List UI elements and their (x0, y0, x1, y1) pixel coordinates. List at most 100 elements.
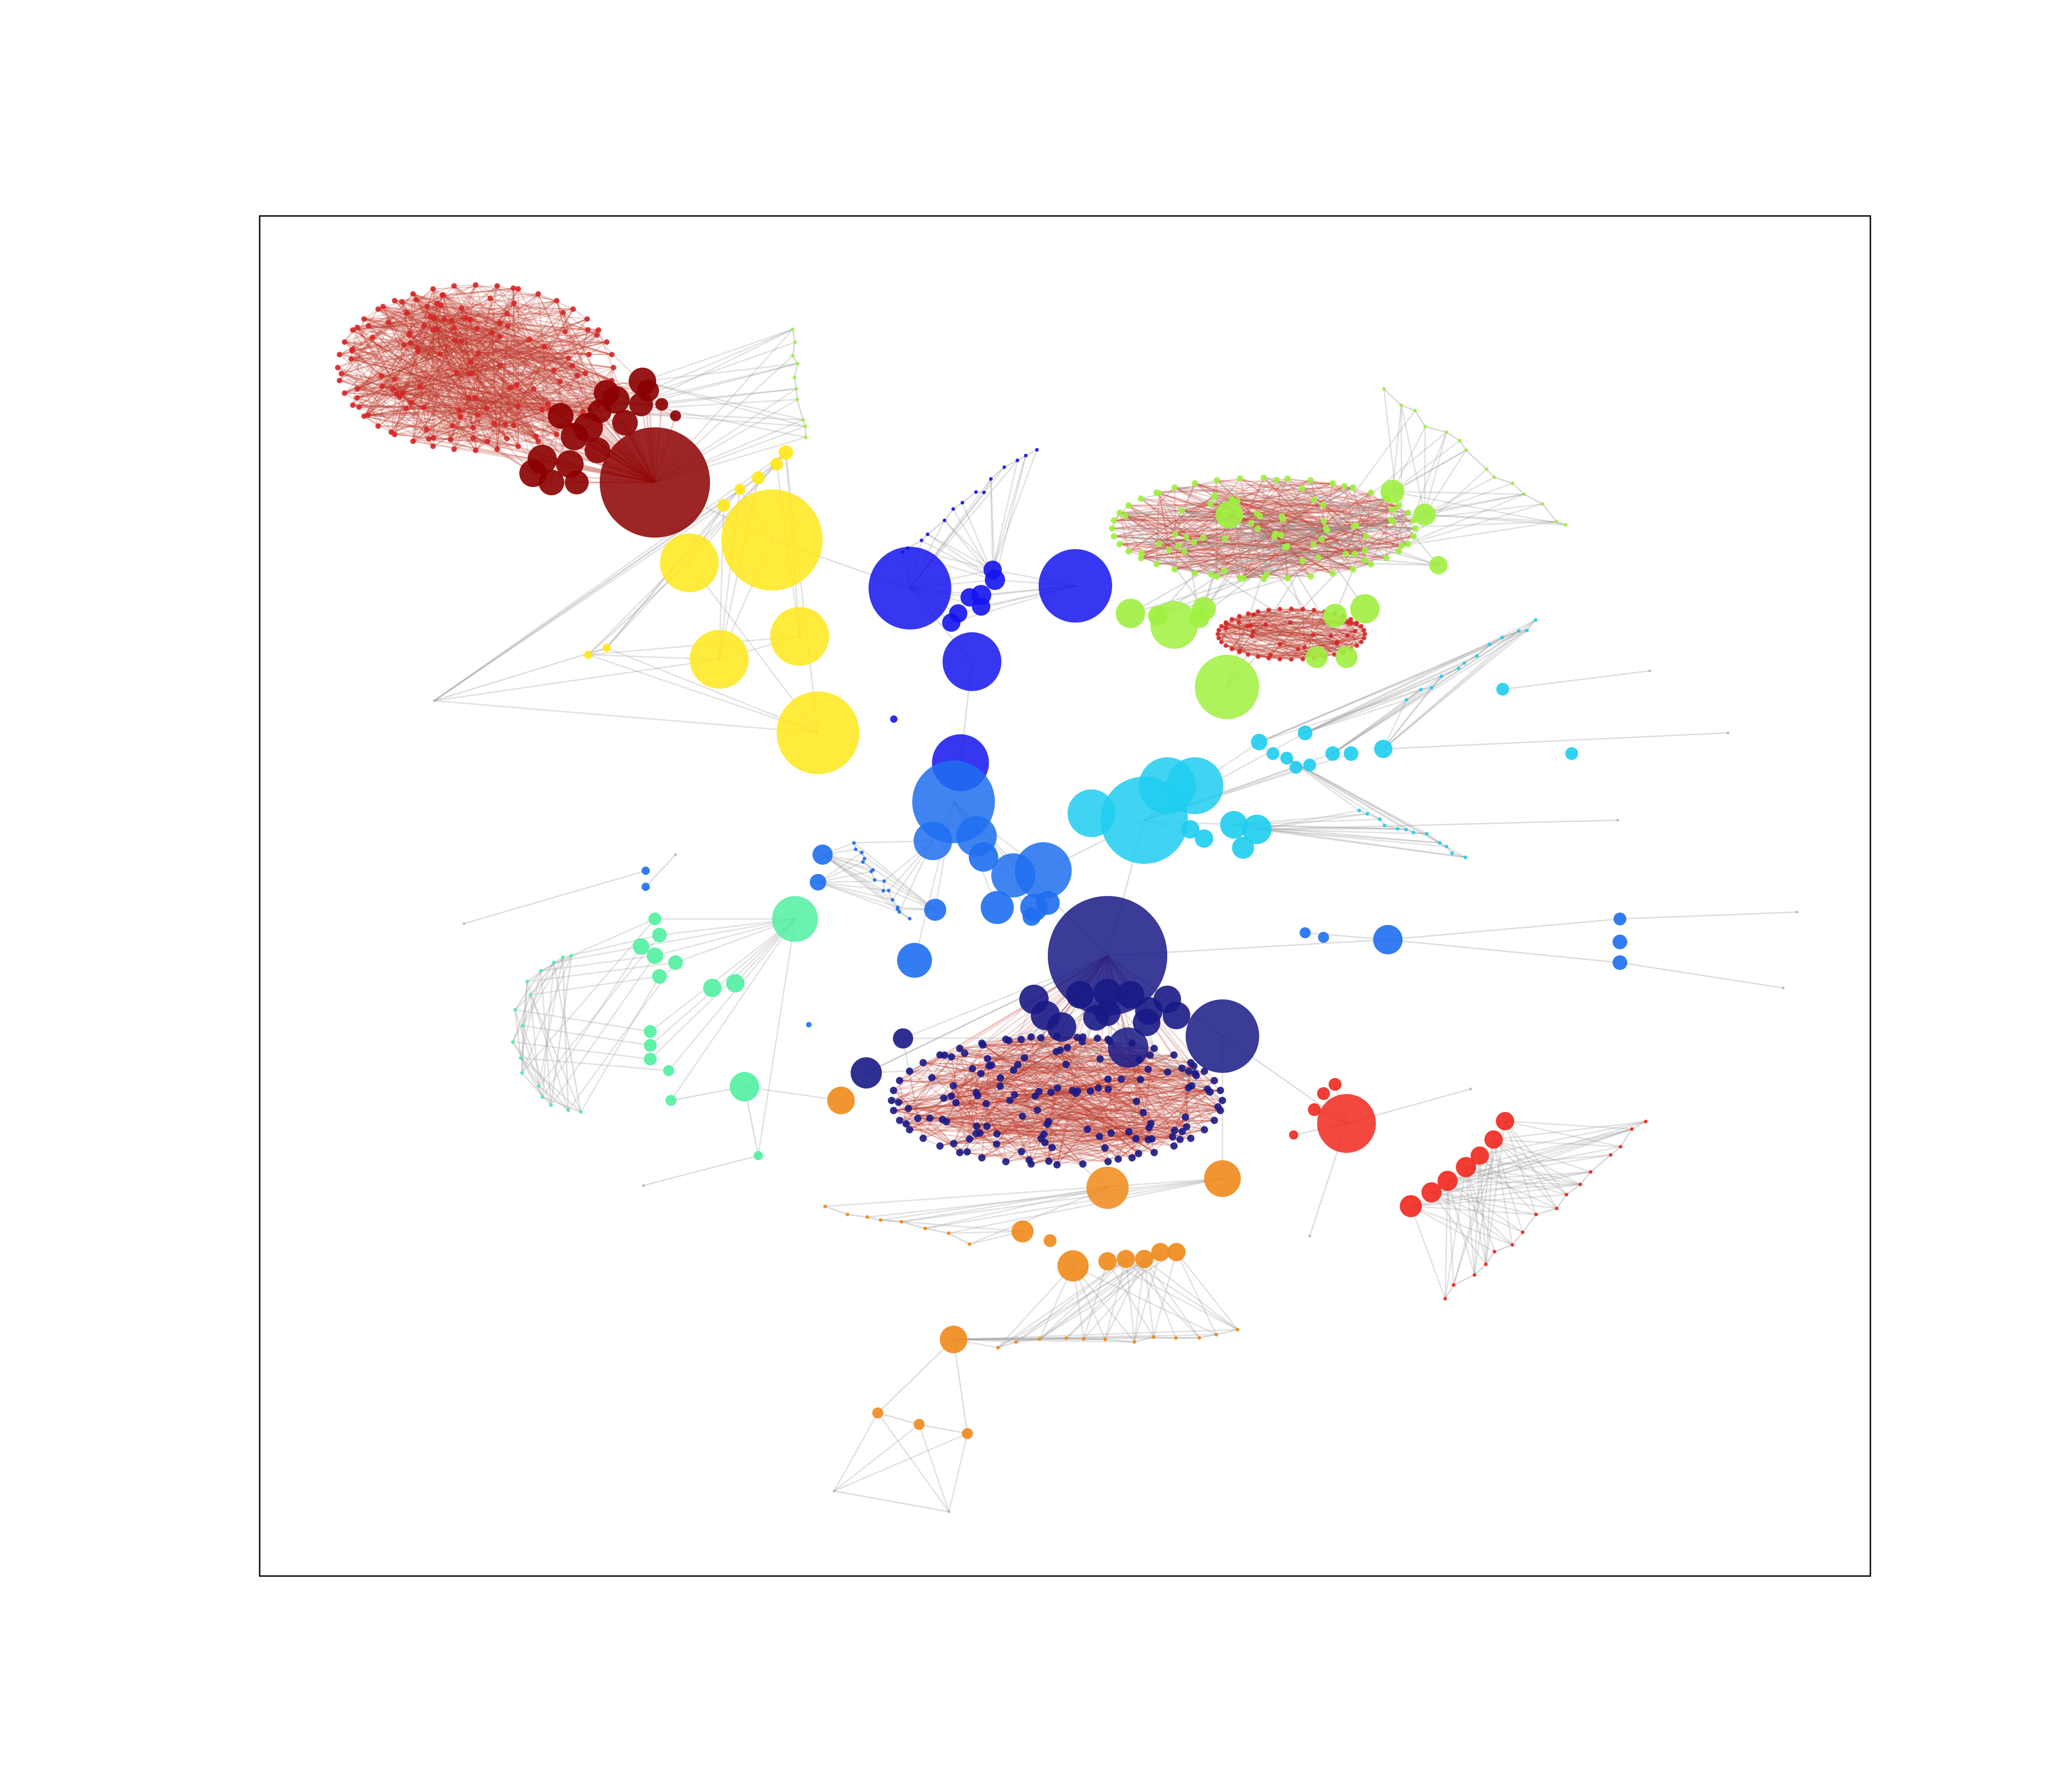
graph-node (1320, 502, 1327, 509)
graph-edge (893, 1110, 954, 1145)
graph-edge (946, 1043, 983, 1123)
graph-node (983, 1100, 990, 1107)
graph-node (449, 423, 455, 429)
graph-edge (1034, 1095, 1221, 1111)
graph-node (888, 1097, 895, 1104)
graph-edge (1194, 533, 1276, 574)
graph-edge (1067, 1047, 1133, 1158)
graph-edge (640, 918, 796, 947)
graph-edge (1493, 1139, 1591, 1173)
graph-edge (1474, 1139, 1494, 1276)
graph-edge (1304, 619, 1536, 734)
graph-edge (1075, 1054, 1175, 1094)
graph-node (896, 1117, 903, 1124)
graph-edge (392, 387, 511, 391)
graph-edge (426, 306, 613, 381)
graph-edge (416, 339, 530, 349)
graph-node (1192, 570, 1199, 577)
graph-edge (1218, 629, 1253, 637)
graph-node (967, 1242, 972, 1246)
graph-edge (1119, 543, 1354, 570)
graph-edge (1424, 449, 1467, 516)
graph-edge (399, 396, 549, 405)
graph-edge (477, 414, 539, 442)
graph-edge (899, 1120, 968, 1153)
graph-node (434, 326, 440, 332)
graph-edge (1504, 1120, 1621, 1148)
graph-edge (391, 388, 534, 433)
graph-node (1136, 1076, 1144, 1083)
graph-edge (996, 1071, 1189, 1145)
graph-node (611, 365, 616, 370)
graph-node (1229, 496, 1235, 503)
graph-edge (1619, 962, 1784, 989)
graph-node (539, 969, 543, 973)
graph-edge (855, 848, 936, 911)
graph-node (361, 413, 367, 419)
graph-edge (1210, 519, 1392, 575)
graph-edge (891, 1037, 1042, 1101)
graph-edge (1233, 824, 1466, 858)
graph-node (1323, 525, 1329, 532)
graph-node (1208, 571, 1215, 578)
graph-node (1534, 618, 1538, 622)
graph-edge (356, 397, 474, 439)
graph-edge (496, 285, 557, 301)
graph-edge (862, 861, 874, 871)
graph-node (1469, 1088, 1472, 1090)
graph-edge (489, 298, 519, 447)
graph-edge (1174, 487, 1409, 514)
graph-edge (381, 375, 591, 409)
graph-edge (352, 317, 467, 331)
graph-edge (357, 332, 493, 390)
graph-edge (908, 998, 1035, 1109)
graph-edge (394, 372, 458, 435)
graph-edge (1231, 611, 1325, 620)
graph-edge (382, 306, 539, 442)
graph-edge (893, 1089, 1109, 1163)
graph-edge (964, 1052, 1223, 1101)
graph-node (1373, 925, 1403, 954)
graph-edge (440, 305, 537, 437)
graph-edge (1286, 535, 1415, 547)
graph-node (1125, 502, 1132, 509)
graph-edge (1034, 1095, 1130, 1133)
graph-edge (981, 1043, 1088, 1130)
graph-node (1117, 981, 1144, 1009)
graph-edge (1125, 1258, 1200, 1338)
graph-edge (1504, 1120, 1557, 1209)
graph-edge (471, 373, 515, 426)
graph-node (1630, 1127, 1634, 1131)
graph-edge (1221, 637, 1365, 643)
graph-edge (891, 1100, 1042, 1140)
graph-edge (1138, 1048, 1155, 1154)
graph-edge (1447, 1180, 1523, 1233)
graph-edge (405, 340, 462, 409)
graph-node (404, 310, 410, 316)
graph-edge (1232, 500, 1403, 547)
graph-node (919, 1134, 927, 1142)
graph-edge (953, 1085, 1038, 1111)
graph-edge (1005, 1121, 1049, 1163)
graph-edge (1181, 510, 1354, 570)
graph-edge (931, 1036, 1084, 1078)
graph-edge (1030, 1117, 1186, 1165)
graph-edge (959, 1134, 1045, 1153)
graph-edge (822, 854, 899, 908)
graph-node (1475, 654, 1479, 658)
graph-edge (357, 386, 383, 390)
graph-edge (1332, 630, 1520, 754)
graph-node (804, 435, 808, 439)
graph-edge (1014, 1071, 1189, 1096)
graph-edge (1040, 1037, 1100, 1137)
graph-node (806, 1022, 812, 1027)
graph-edge (472, 392, 608, 439)
graph-edge (1218, 637, 1269, 659)
graph-edge (399, 396, 575, 437)
graph-edge (356, 329, 599, 399)
graph-edge (1119, 543, 1225, 572)
graph-node (969, 842, 998, 872)
graph-edge (1150, 1088, 1208, 1124)
graph-edge (1216, 544, 1314, 577)
graph-edge (382, 306, 551, 410)
